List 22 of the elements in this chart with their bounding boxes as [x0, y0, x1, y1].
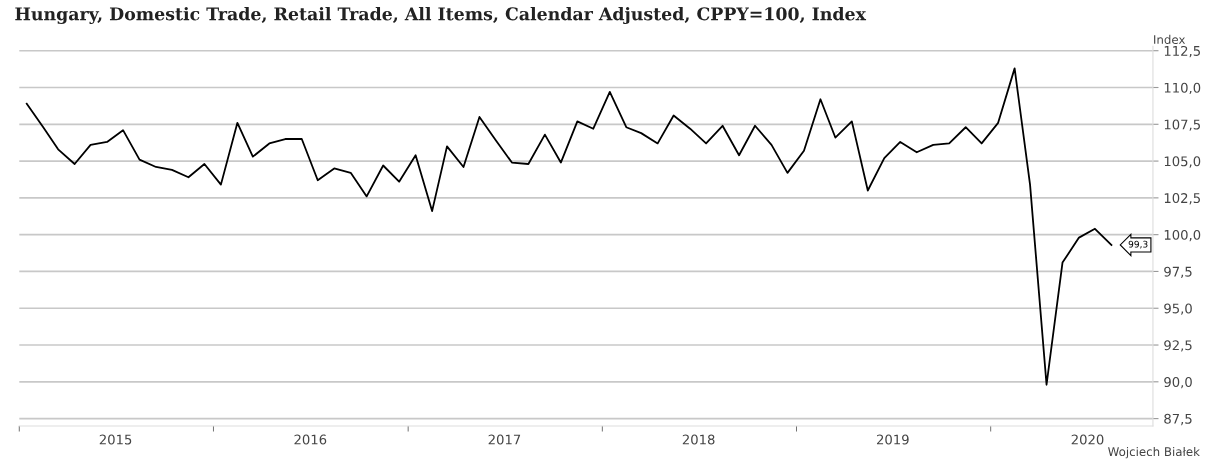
y-tick-label: 102,5 [1164, 193, 1200, 205]
y-tick-label: 87,5 [1164, 413, 1192, 426]
y-tick-label: 95,0 [1164, 303, 1192, 315]
y-tick-label: 97,5 [1164, 266, 1192, 278]
x-tick-label: 2017 [488, 434, 521, 445]
x-tick-label: 2015 [99, 434, 132, 445]
y-tick-label: 112,5 [1164, 45, 1200, 58]
chart-title: Hungary, Domestic Trade, Retail Trade, All Items, Calendar Adjusted, CPPY=100, Index [15, 6, 867, 24]
y-tick-label: 105,0 [1164, 156, 1201, 168]
x-tick-label: 2019 [876, 434, 909, 445]
y-tick-label: 90,0 [1164, 377, 1192, 389]
y-tick-label: 110,0 [1164, 82, 1201, 95]
text: Wojciech Białek [1108, 446, 1200, 459]
y-tick-label: 92,5 [1164, 340, 1192, 352]
annotation: 99,3 [1128, 240, 1148, 249]
x-tick-label: 2020 [1071, 434, 1104, 445]
y-tick-label: 107,5 [1164, 119, 1200, 131]
y-tick-label: 100,0 [1164, 229, 1201, 242]
x-tick-label: 2018 [682, 434, 715, 445]
line-series [25, 67, 1113, 386]
x-tick-label: 2016 [294, 434, 327, 445]
y-axis-title: Index [1154, 34, 1186, 45]
